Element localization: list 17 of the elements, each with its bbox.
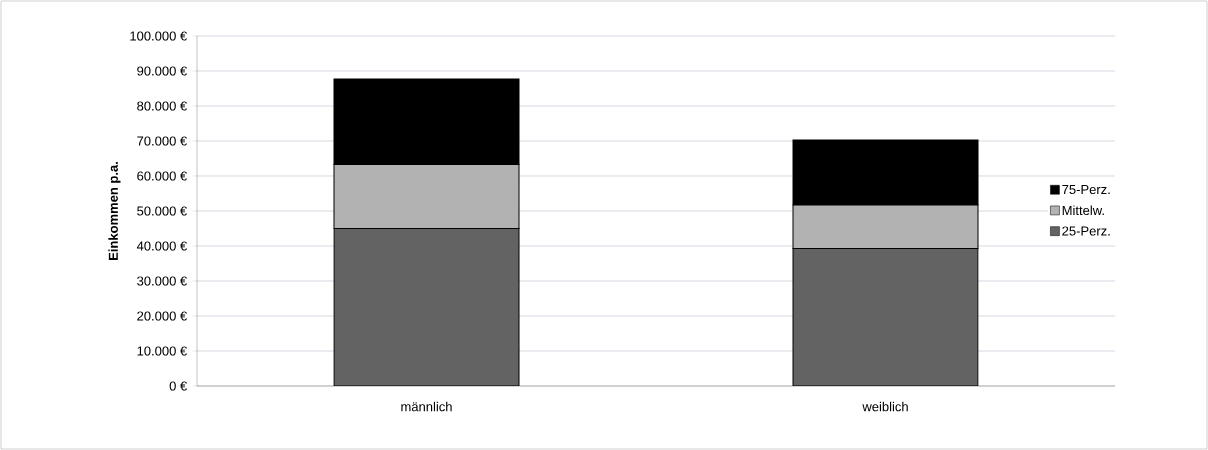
legend-label: 75-Perz. bbox=[1062, 185, 1110, 195]
y-tick-label: 60.000 € bbox=[137, 171, 187, 181]
y-tick-label: 100.000 € bbox=[130, 31, 187, 41]
y-tick-label: 70.000 € bbox=[137, 136, 187, 146]
y-tick-label: 30.000 € bbox=[137, 276, 187, 286]
y-tick-label: 50.000 € bbox=[137, 206, 187, 216]
legend-label: 25-Perz. bbox=[1062, 226, 1110, 236]
y-tick-label: 20.000 € bbox=[137, 311, 187, 321]
y-tick-label: 10.000 € bbox=[137, 346, 187, 356]
x-tick-label: weiblich bbox=[862, 401, 908, 412]
y-tick-label: 0 € bbox=[169, 381, 187, 391]
y-tick-label: 90.000 € bbox=[137, 66, 187, 76]
y-tick-label: 80.000 € bbox=[137, 101, 187, 111]
legend-label: Mittelw. bbox=[1062, 205, 1104, 216]
y-axis-title: Einkommen p.a. bbox=[108, 162, 121, 260]
x-tick-label: männlich bbox=[401, 401, 452, 412]
y-tick-label: 40.000 € bbox=[136, 241, 187, 251]
